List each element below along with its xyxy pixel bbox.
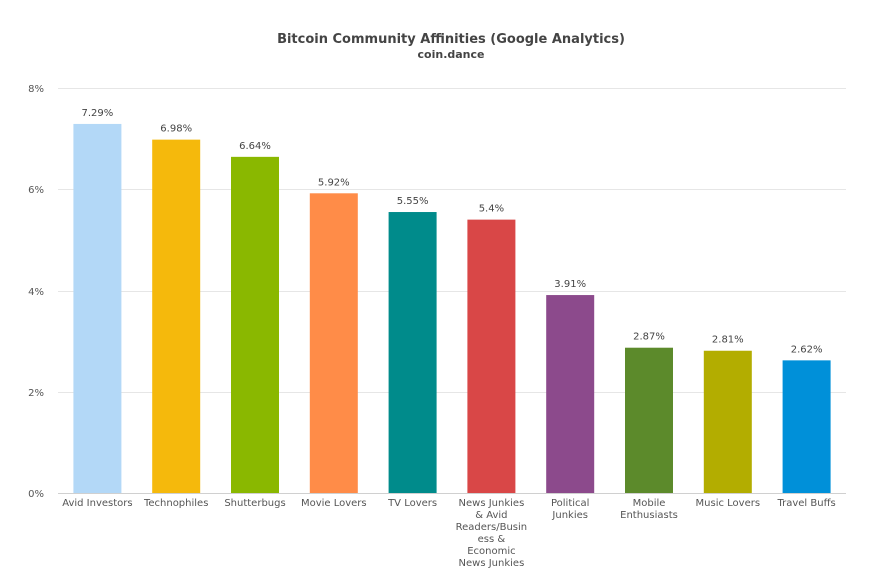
category-label: Mobile Enthusiasts: [620, 498, 678, 521]
chart-title: Bitcoin Community Affinities (Google Ana…: [277, 32, 625, 47]
category-label: Avid Investors: [62, 498, 132, 509]
category-labels: Avid Investors Technophiles Shutterbugs Mov…: [62, 498, 836, 569]
bars: [73, 123, 831, 494]
data-label: 3.91%: [554, 279, 586, 290]
y-axis-ticks: 0% 2% 4% 6% 8%: [28, 84, 44, 500]
bar[interactable]: [782, 360, 831, 493]
y-tick-label: 0%: [28, 489, 44, 500]
category-label: Shutterbugs: [224, 498, 285, 509]
category-label: Travel Buffs: [776, 498, 835, 509]
bar[interactable]: [546, 295, 595, 493]
bar[interactable]: [73, 123, 122, 493]
data-label: 5.4%: [479, 204, 504, 215]
bar[interactable]: [388, 212, 437, 493]
bar[interactable]: [152, 139, 201, 493]
category-label: Political Junkies: [551, 498, 589, 521]
y-tick-label: 4%: [28, 287, 44, 298]
data-label: 2.87%: [633, 332, 665, 343]
bar[interactable]: [625, 347, 673, 493]
data-label: 6.98%: [160, 124, 192, 135]
y-tick-label: 6%: [28, 185, 44, 196]
category-label: TV Lovers: [387, 498, 437, 509]
category-label: Technophiles: [143, 498, 208, 509]
chart-subtitle: coin.dance: [418, 48, 485, 61]
data-label: 2.62%: [791, 344, 823, 355]
y-tick-label: 8%: [28, 84, 44, 95]
category-label: News Junkies & Avid Readers/Busin ess & Econ…: [456, 498, 528, 569]
data-label: 5.92%: [318, 177, 350, 188]
data-label: 7.29%: [82, 108, 114, 119]
bar[interactable]: [467, 219, 516, 493]
category-label: Music Lovers: [696, 498, 761, 509]
data-label: 6.64%: [239, 141, 271, 152]
bar[interactable]: [703, 350, 752, 493]
bar[interactable]: [231, 156, 279, 493]
data-label: 5.55%: [397, 196, 429, 207]
y-tick-label: 2%: [28, 388, 44, 399]
data-labels: 7.29% 6.98% 6.64% 5.92% 5.55% 5.4% 3.91% 2.87% 2…: [82, 108, 823, 355]
bar[interactable]: [309, 193, 358, 494]
category-label: Movie Lovers: [301, 498, 367, 509]
data-label: 2.81%: [712, 335, 744, 346]
